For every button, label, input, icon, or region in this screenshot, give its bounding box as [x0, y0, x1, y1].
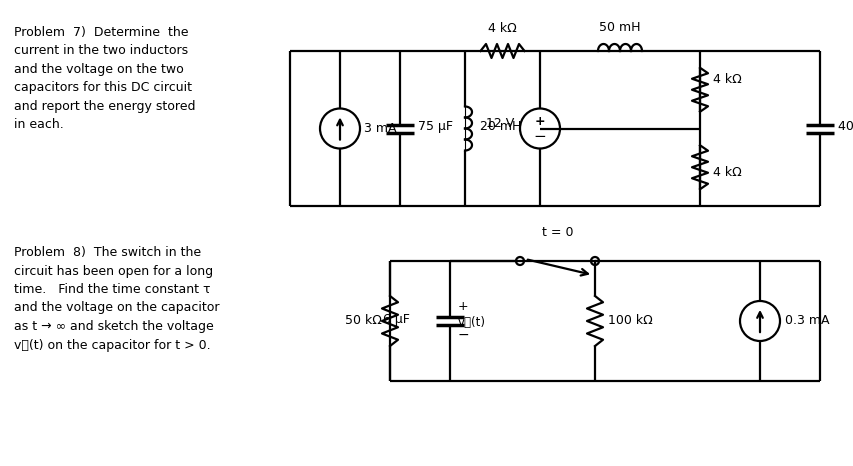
Text: +: + [457, 301, 468, 314]
Text: −: − [533, 129, 546, 144]
Text: 100 kΩ: 100 kΩ [607, 315, 652, 328]
Text: 0.3 mA: 0.3 mA [784, 315, 828, 328]
Text: v၂(t): v၂(t) [457, 316, 485, 329]
Text: −: − [457, 328, 469, 342]
Text: 4 kΩ: 4 kΩ [712, 166, 741, 179]
Text: 75 μF: 75 μF [417, 120, 452, 133]
Text: Problem  8)  The switch in the
circuit has been open for a long
time.   Find the: Problem 8) The switch in the circuit has… [14, 246, 219, 351]
Text: +: + [534, 115, 545, 128]
Text: 40 μF: 40 μF [837, 120, 853, 133]
Text: 20 mH: 20 mH [479, 120, 521, 133]
Text: 3 mA: 3 mA [363, 122, 396, 135]
Text: t = 0: t = 0 [541, 226, 572, 239]
Text: 6 μF: 6 μF [383, 313, 409, 325]
Text: 4 kΩ: 4 kΩ [712, 73, 741, 86]
Text: 50 mH: 50 mH [599, 21, 640, 34]
Text: 12 V: 12 V [485, 117, 514, 130]
Text: 50 kΩ: 50 kΩ [345, 315, 381, 328]
Text: 4 kΩ: 4 kΩ [488, 22, 516, 35]
Text: Problem  7)  Determine  the
current in the two inductors
and the voltage on the : Problem 7) Determine the current in the … [14, 26, 195, 131]
